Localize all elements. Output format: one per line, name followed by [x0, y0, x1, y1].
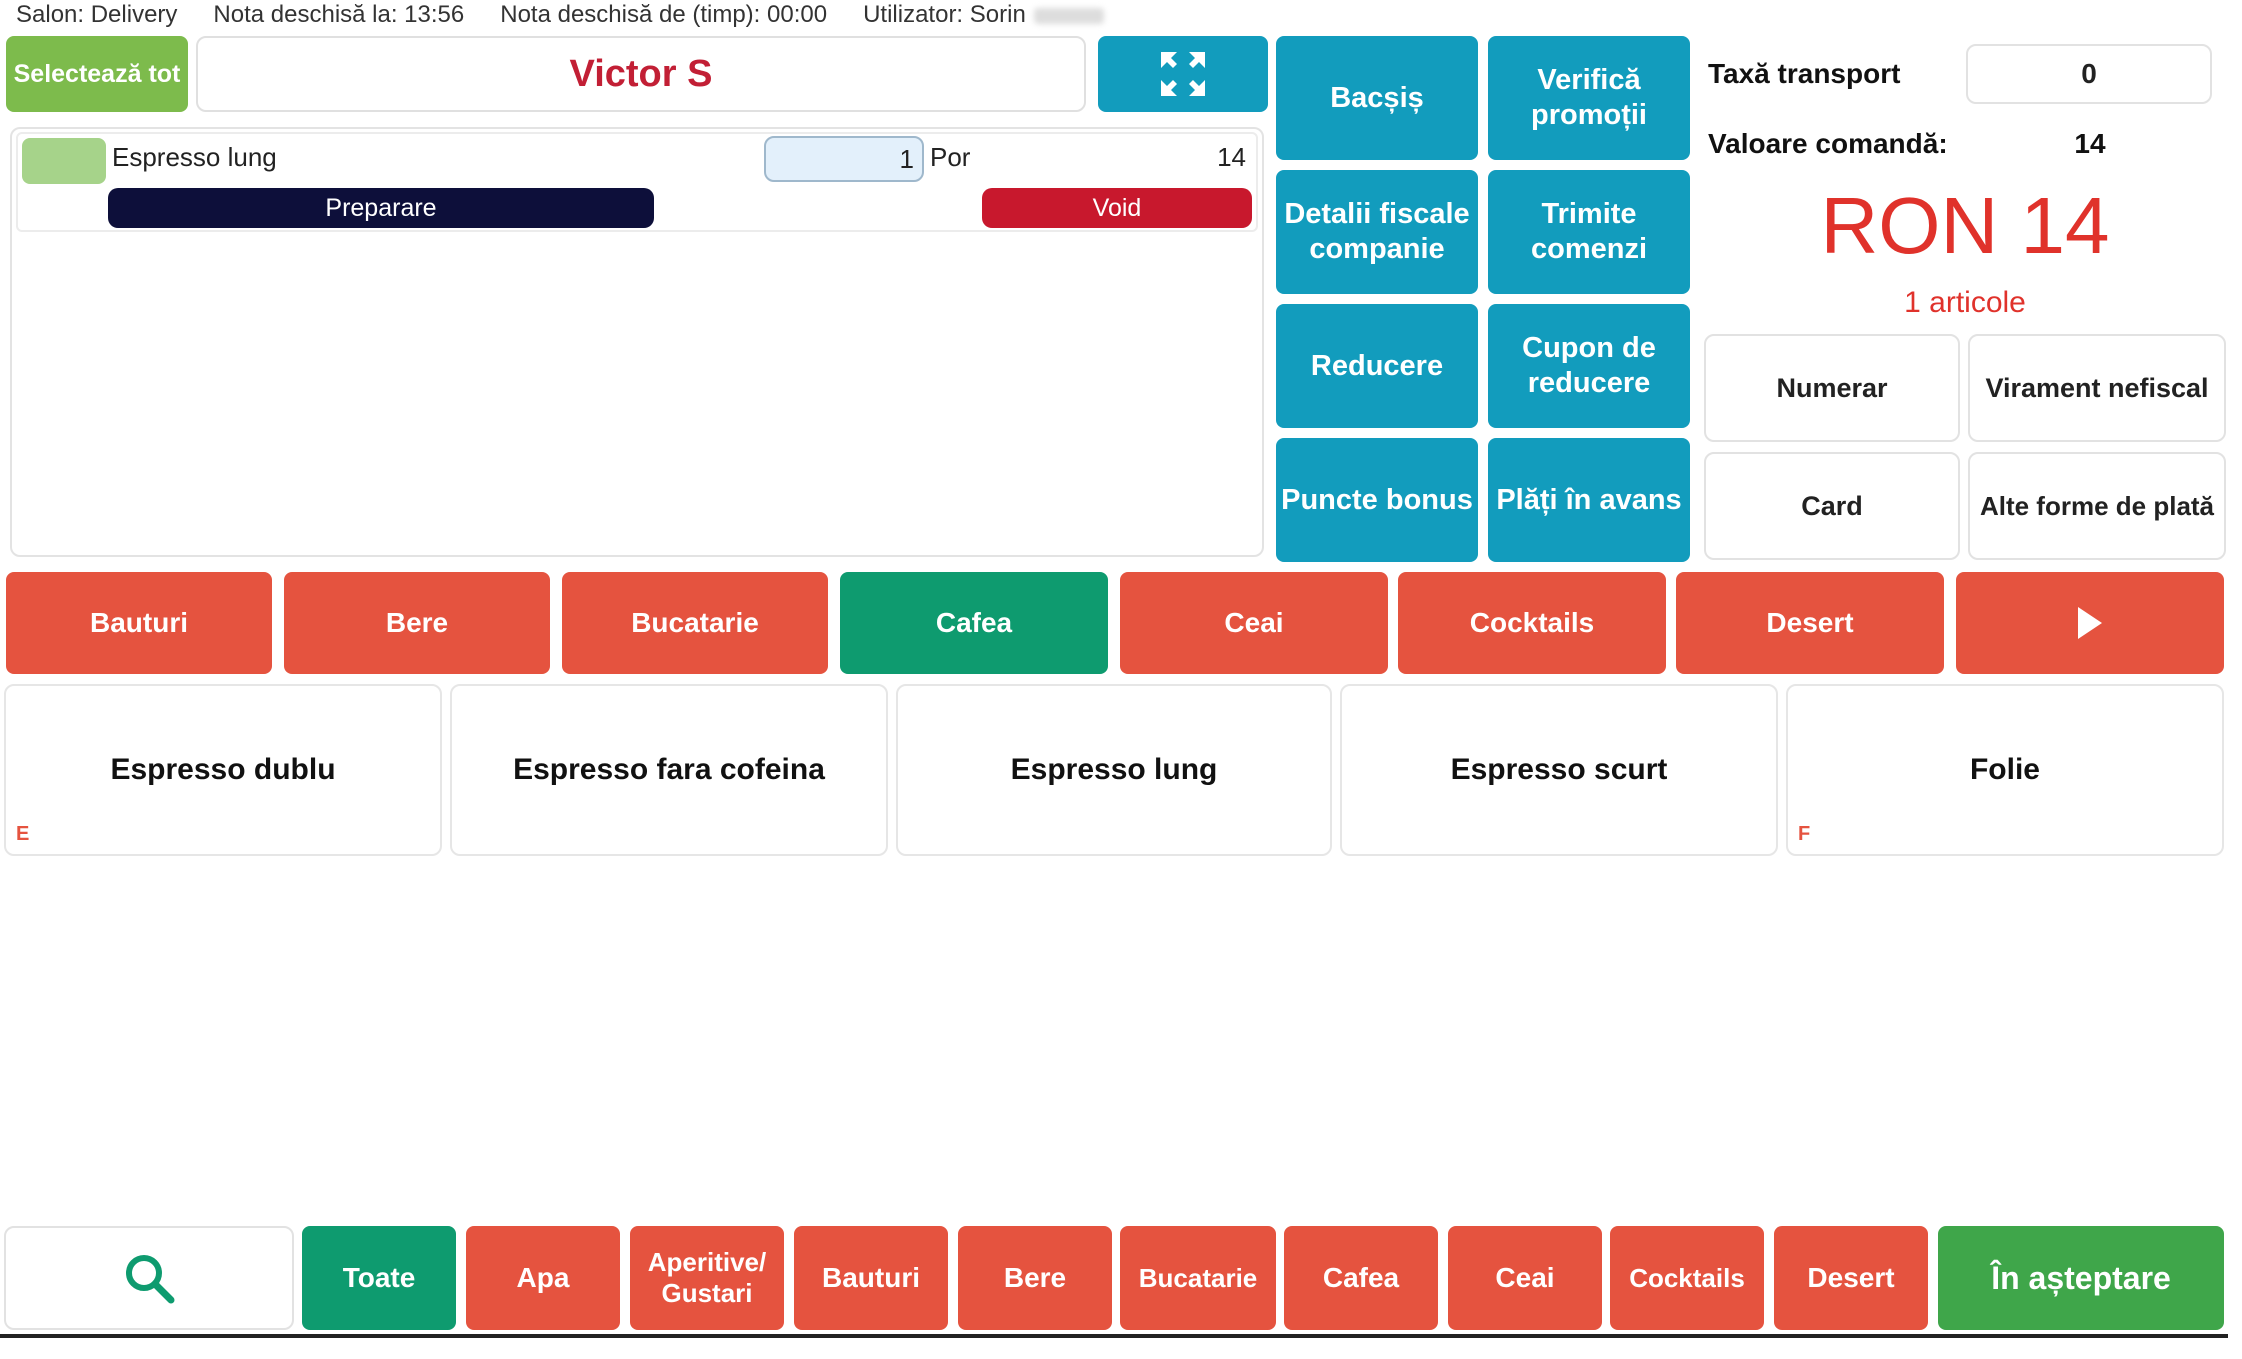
product-tile[interactable]: Espresso fara cofeina	[450, 684, 888, 856]
bottom-category-aperitive[interactable]: Aperitive/ Gustari	[630, 1226, 784, 1330]
user-label: Utilizator: Sorin	[863, 1, 1104, 29]
bonus-points-button[interactable]: Puncte bonus	[1276, 438, 1478, 562]
product-tile[interactable]: Espresso lung	[896, 684, 1332, 856]
order-item-price: 14	[1217, 142, 1246, 172]
cash-button[interactable]: Numerar	[1704, 334, 1960, 442]
fiscal-details-button[interactable]: Detalii fiscale companie	[1276, 170, 1478, 294]
bottom-category-ceai[interactable]: Ceai	[1448, 1226, 1602, 1330]
items-count: 1 articole	[1904, 286, 2026, 319]
expand-icon	[1161, 52, 1205, 96]
play-right-icon	[2078, 607, 2102, 639]
category-desert[interactable]: Desert	[1676, 572, 1944, 674]
select-all-button[interactable]: Selectează tot	[6, 36, 188, 112]
advance-payments-button[interactable]: Plăți în avans	[1488, 438, 1690, 562]
category-bauturi[interactable]: Bauturi	[6, 572, 272, 674]
product-name: Espresso scurt	[1450, 753, 1668, 786]
category-ceai[interactable]: Ceai	[1120, 572, 1388, 674]
order-value-label: Valoare comandă:	[1708, 128, 1948, 159]
other-payment-button[interactable]: Alte forme de plată	[1968, 452, 2226, 560]
product-name: Espresso fara cofeina	[513, 753, 825, 786]
tip-button[interactable]: Bacșiș	[1276, 36, 1478, 160]
order-list	[10, 127, 1264, 557]
send-orders-button[interactable]: Trimite comenzi	[1488, 170, 1690, 294]
prepare-button[interactable]: Preparare	[108, 188, 654, 228]
open-time-label: Nota deschisă de (timp): 00:00	[500, 1, 828, 28]
bottom-category-bere[interactable]: Bere	[958, 1226, 1112, 1330]
bottom-category-cocktails[interactable]: Cocktails	[1610, 1226, 1764, 1330]
category-bucatarie[interactable]: Bucatarie	[562, 572, 828, 674]
total-amount: RON 14	[1820, 181, 2110, 270]
bottom-category-desert[interactable]: Desert	[1774, 1226, 1928, 1330]
discount-button[interactable]: Reducere	[1276, 304, 1478, 428]
quantity-input[interactable]: 1	[764, 136, 924, 182]
order-item-row[interactable]: Espresso lung 1 Por 14 Preparare Void	[16, 132, 1258, 232]
search-icon	[126, 1255, 175, 1304]
salon-label: Salon: Delivery	[16, 1, 178, 28]
item-color-swatch[interactable]	[22, 138, 106, 184]
bottom-category-cafea[interactable]: Cafea	[1284, 1226, 1438, 1330]
category-bere[interactable]: Bere	[284, 572, 550, 674]
transfer-button[interactable]: Virament nefiscal	[1968, 334, 2226, 442]
void-button[interactable]: Void	[982, 188, 1252, 228]
bottom-category-bucatarie[interactable]: Bucatarie	[1120, 1226, 1276, 1330]
product-tag: E	[16, 823, 30, 845]
category-cocktails[interactable]: Cocktails	[1398, 572, 1666, 674]
redacted-surname	[1033, 7, 1104, 24]
coupon-button[interactable]: Cupon de reducere	[1488, 304, 1690, 428]
product-tag: F	[1798, 823, 1811, 845]
product-tile[interactable]: Folie F	[1786, 684, 2224, 856]
search-button[interactable]	[4, 1226, 294, 1330]
product-name: Espresso lung	[1010, 753, 1218, 786]
product-name: Folie	[1969, 753, 2040, 786]
product-name: Espresso dublu	[110, 753, 336, 786]
check-promos-button[interactable]: Verifică promoții	[1488, 36, 1690, 160]
category-cafea[interactable]: Cafea	[840, 572, 1108, 674]
bottom-category-bauturi[interactable]: Bauturi	[794, 1226, 948, 1330]
bottom-divider	[0, 1334, 2228, 1338]
order-value: 14	[2074, 128, 2106, 159]
customer-name-field[interactable]: Victor S	[196, 36, 1086, 112]
order-item-name: Espresso lung	[112, 142, 277, 172]
fullscreen-button[interactable]	[1098, 36, 1268, 112]
unit-label: Por	[930, 142, 971, 172]
product-tile[interactable]: Espresso dublu E	[4, 684, 442, 856]
card-button[interactable]: Card	[1704, 452, 1960, 560]
transport-fee-label: Taxă transport	[1708, 58, 1901, 89]
category-next-button[interactable]	[1956, 572, 2224, 674]
status-bar: Salon: Delivery Nota deschisă la: 13:56 …	[16, 0, 1104, 30]
product-tile[interactable]: Espresso scurt	[1340, 684, 1778, 856]
transport-fee-input[interactable]: 0	[1966, 44, 2212, 104]
bottom-category-all[interactable]: Toate	[302, 1226, 456, 1330]
on-hold-button[interactable]: În așteptare	[1938, 1226, 2224, 1330]
opened-at-label: Nota deschisă la: 13:56	[213, 1, 465, 28]
bottom-category-apa[interactable]: Apa	[466, 1226, 620, 1330]
